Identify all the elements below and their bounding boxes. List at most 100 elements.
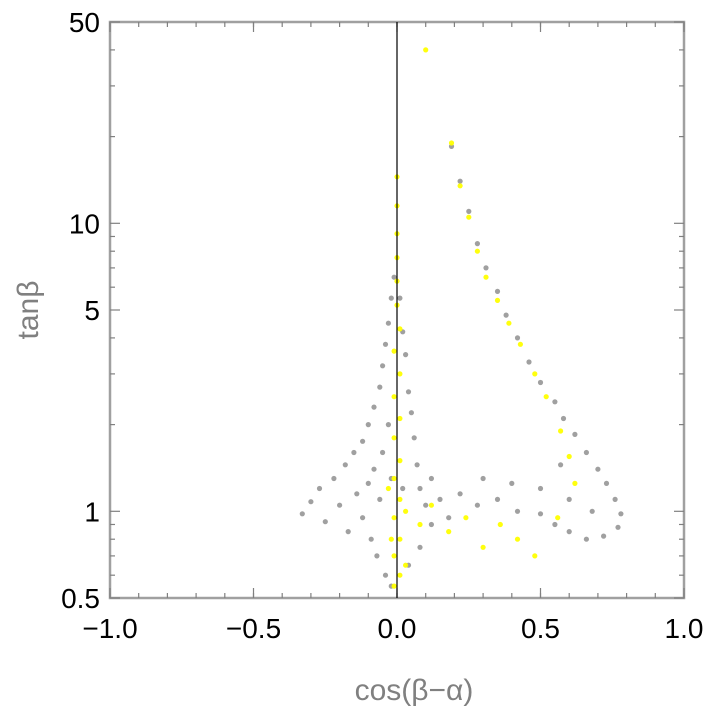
data-point <box>428 502 434 508</box>
data-point <box>532 553 538 559</box>
data-point <box>506 320 512 326</box>
data-point <box>400 485 406 492</box>
data-point <box>391 274 397 280</box>
data-point <box>474 241 480 247</box>
data-point <box>403 508 409 514</box>
data-point <box>365 480 371 486</box>
data-point <box>371 466 377 472</box>
data-point <box>583 536 590 542</box>
data-point <box>446 515 452 521</box>
data-point <box>480 544 486 550</box>
data-point <box>337 502 343 508</box>
data-point <box>552 521 558 528</box>
data-point <box>566 453 572 460</box>
data-point <box>342 462 348 468</box>
axis-tick-labels: −1.0 −0.5 0.0 0.5 1.0 0.5 1 5 10 50 <box>61 7 703 644</box>
data-point <box>377 384 383 390</box>
data-point <box>403 562 409 568</box>
data-point <box>360 515 366 521</box>
data-point <box>526 359 532 365</box>
data-point <box>552 399 558 405</box>
data-point <box>397 326 403 332</box>
data-point <box>417 521 423 528</box>
data-point <box>316 485 323 492</box>
data-point <box>466 214 472 220</box>
data-point <box>388 295 394 301</box>
data-point <box>354 491 360 497</box>
data-point <box>322 519 328 525</box>
y-tick-label: 1 <box>84 496 100 527</box>
x-tick-label: −1.0 <box>82 613 137 644</box>
data-point <box>537 485 544 492</box>
data-point <box>380 363 386 369</box>
data-point <box>397 536 403 542</box>
data-point <box>397 572 403 578</box>
data-point <box>595 466 601 472</box>
y-tick-label: 10 <box>69 208 100 239</box>
y-tick-label: 5 <box>84 295 100 326</box>
data-point <box>385 320 391 326</box>
data-point <box>403 352 409 358</box>
data-point <box>514 335 521 341</box>
data-point <box>560 415 567 422</box>
data-point <box>566 529 572 535</box>
data-point <box>517 341 524 347</box>
data-point <box>572 480 578 486</box>
data-point <box>466 208 472 214</box>
data-point <box>388 536 394 542</box>
data-point <box>566 496 572 502</box>
data-point <box>397 458 403 464</box>
data-point <box>423 502 429 508</box>
data-point <box>417 544 423 550</box>
data-point <box>446 529 452 535</box>
data-point <box>331 475 337 482</box>
data-point <box>371 404 377 410</box>
data-point <box>532 371 538 377</box>
data-point <box>345 529 351 535</box>
x-tick-label: 0.0 <box>378 613 417 644</box>
data-point <box>414 462 420 468</box>
data-point <box>351 449 357 456</box>
x-tick-label: −0.5 <box>226 613 281 644</box>
data-point <box>558 462 564 468</box>
data-point <box>448 140 455 146</box>
data-point <box>391 348 397 354</box>
data-point <box>514 536 521 542</box>
data-point <box>385 422 391 428</box>
data-point <box>612 496 618 502</box>
data-point <box>537 379 544 386</box>
data-point <box>408 410 414 416</box>
data-point <box>483 265 489 271</box>
data-point <box>391 583 397 589</box>
x-tick-label: 0.5 <box>521 613 560 644</box>
data-point <box>411 435 417 441</box>
data-point <box>497 521 503 528</box>
data-point <box>360 438 366 444</box>
data-point <box>397 371 403 377</box>
data-point <box>483 274 489 280</box>
data-point <box>457 178 463 184</box>
data-point <box>463 515 469 521</box>
data-point <box>589 508 595 514</box>
data-point <box>457 491 463 497</box>
data-point <box>437 496 443 502</box>
data-point <box>385 485 391 492</box>
y-tick-label: 50 <box>69 7 100 38</box>
data-point <box>555 515 561 521</box>
data-point <box>603 480 610 486</box>
y-tick-label: 0.5 <box>61 583 100 614</box>
data-point <box>299 511 305 517</box>
data-point <box>428 475 434 482</box>
x-axis-label: cos(β−α) <box>355 674 474 707</box>
data-point <box>391 435 397 441</box>
data-point <box>474 248 480 254</box>
data-point <box>572 431 578 437</box>
data-point <box>583 449 590 456</box>
data-point <box>423 47 429 53</box>
data-point <box>308 499 314 505</box>
data-point <box>391 394 397 400</box>
data-point <box>397 415 403 422</box>
data-point <box>428 521 434 528</box>
data-point <box>494 496 501 502</box>
